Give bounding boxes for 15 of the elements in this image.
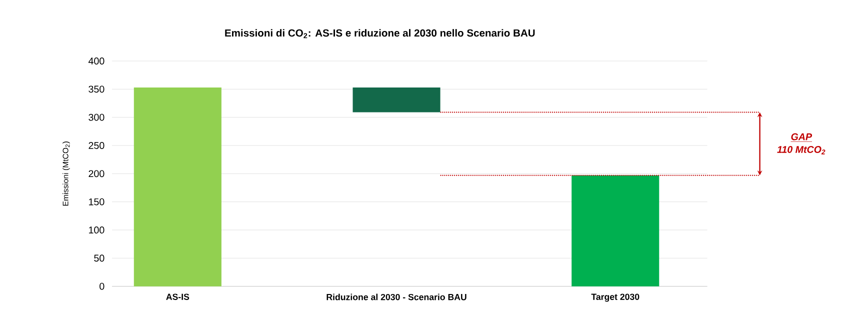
y-tick-label: 400 (88, 58, 104, 65)
y-tick-label: 150 (89, 198, 104, 206)
y-tick-label: 50 (94, 254, 104, 262)
x-tick-label: Riduzione al 2030 - Scenario BAU (326, 294, 466, 300)
text: 110 MtCO$_{2}$ (777, 146, 826, 154)
text: GAP (791, 133, 812, 140)
x-tick-label: AS-IS (166, 294, 190, 300)
y-tick-label: 300 (88, 114, 104, 121)
y-tick-label: 350 (88, 86, 104, 93)
x-tick-label: Target 2030 (591, 294, 640, 302)
y-tick-label: 100 (89, 226, 104, 234)
y-tick-label: 250 (88, 142, 104, 150)
y-tick-label: 0 (100, 282, 104, 290)
y-tick-label: 200 (88, 170, 104, 178)
chart-title: Emissioni di CO$_{2}$: AS-IS e riduzione al 2030 nello Scenario BAU (225, 29, 535, 38)
